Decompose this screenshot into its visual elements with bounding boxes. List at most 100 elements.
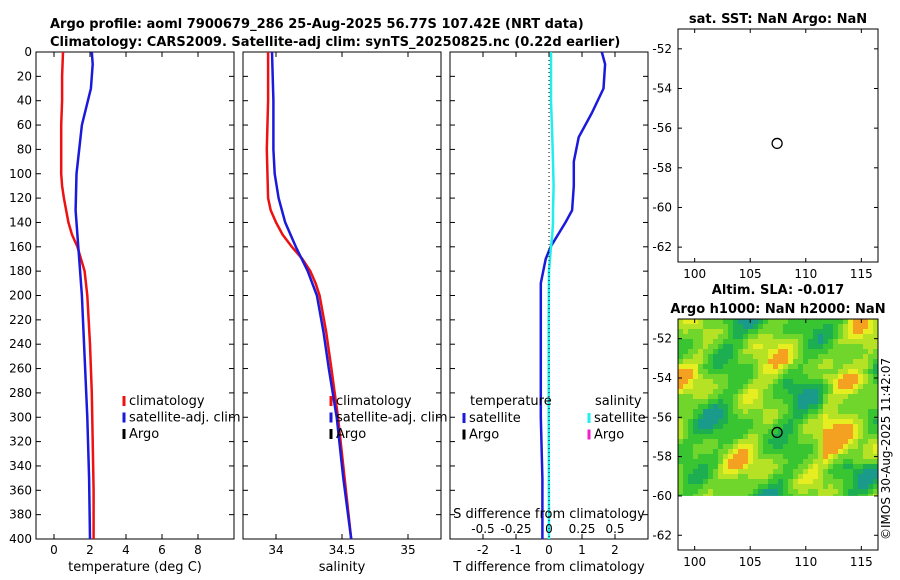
sla-heatmap-cell [728,459,733,464]
sla-heatmap-cell [803,349,808,354]
difference-legend-temperature-header: temperature [470,394,552,409]
sla-heatmap-cell [833,489,838,494]
sla-heatmap-cell [733,379,738,384]
sla-heatmap-cell [853,369,858,374]
sla-heatmap-cell [783,424,788,429]
sla-heatmap-cell [848,354,853,359]
sla-heatmap-cell [713,424,718,429]
sla-heatmap-cell [763,419,768,424]
sla-heatmap-cell [713,449,718,454]
sla-heatmap-cell [728,444,733,449]
sla-heatmap-cell [728,399,733,404]
sla-heatmap-cell [693,379,698,384]
sla-heatmap-cell [693,464,698,469]
sla-heatmap-cell [793,419,798,424]
sla-heatmap-cell [688,444,693,449]
sla-heatmap-cell [718,444,723,449]
sla-heatmap-cell [843,454,848,459]
sla-heatmap-cell [863,364,868,369]
sla-heatmap-cell [793,439,798,444]
sst_map-argo-marker [771,137,783,150]
sla-heatmap-cell [838,329,843,334]
salinity-xtick-label: 35 [400,543,415,557]
sla-heatmap-cell [818,334,823,339]
sla-heatmap-cell [838,359,843,364]
sla-heatmap-cell [768,439,773,444]
depth-tick-label: 280 [9,386,32,400]
sla-heatmap-cell [818,424,823,429]
sla-heatmap-cell [808,404,813,409]
sla-heatmap-cell [733,359,738,364]
sla-heatmap-cell [778,469,783,474]
sla-heatmap-cell [788,369,793,374]
sla-heatmap-cell [803,444,808,449]
sla-heatmap-cell [833,449,838,454]
sla-heatmap-cell [818,444,823,449]
sla-heatmap-cell [683,439,688,444]
sla-heatmap-cell [868,319,873,324]
sla-heatmap-cell [808,429,813,434]
sla-heatmap-cell [833,429,838,434]
sla-heatmap-cell [688,414,693,419]
sla-heatmap-cell [863,394,868,399]
sla-heatmap-cell [813,319,818,324]
sla-heatmap-cell [703,419,708,424]
sla-heatmap-cell [733,329,738,334]
sla-heatmap-cell [763,479,768,484]
sla-heatmap-cell [688,494,693,496]
sla-heatmap-cell [733,374,738,379]
sla-heatmap-cell [678,464,683,469]
sla-heatmap-cell [868,419,873,424]
sla-heatmap-cell [748,484,753,489]
sla-heatmap-cell [778,464,783,469]
sla-heatmap-cell [863,484,868,489]
sla-heatmap-cell [813,454,818,459]
sla-heatmap-cell [808,469,813,474]
sla-heatmap-cell [868,489,873,494]
sla-heatmap-cell [793,379,798,384]
sla-heatmap-cell [723,354,728,359]
sla-heatmap-cell [783,334,788,339]
sla-heatmap-cell [743,414,748,419]
sla-heatmap-cell [838,389,843,394]
sla-heatmap-cell [693,354,698,359]
sla-heatmap-cell [688,489,693,494]
sla-heatmap-cell [858,424,863,429]
sla-heatmap-cell [693,429,698,434]
sla-heatmap-cell [848,489,853,494]
sla-heatmap-cell [873,339,878,344]
sla-heatmap-cell [773,444,778,449]
sla-heatmap-cell [788,319,793,324]
sla-heatmap-cell [843,434,848,439]
depth-tick-label: 40 [17,94,32,108]
difference-xtick-label: -1 [510,543,522,557]
sla-heatmap-cell [733,404,738,409]
sla-heatmap-cell [863,359,868,364]
salinity-legend-0-label: climatology [336,394,412,409]
sla-heatmap-cell [743,379,748,384]
sla-heatmap-cell [858,494,863,496]
sla-heatmap-cell [783,364,788,369]
sla-heatmap-cell [873,374,878,379]
sla-heatmap-cell [868,424,873,429]
sla-heatmap-cell [853,364,858,369]
sla-heatmap-cell [828,349,833,354]
sla-heatmap-cell [868,389,873,394]
sla-heatmap-cell [713,359,718,364]
difference-legend-temp-satellite-label: satellite [469,411,521,426]
sla-heatmap-cell [743,339,748,344]
sla-heatmap-cell [853,474,858,479]
sla-heatmap-cell [798,394,803,399]
sla-heatmap-cell [773,424,778,429]
sla-heatmap-cell [768,349,773,354]
sst_map-ytick-label: -58 [652,161,672,175]
sla-heatmap-cell [768,424,773,429]
sla-heatmap-cell [703,484,708,489]
sla-heatmap-cell [813,469,818,474]
sla-heatmap-cell [748,429,753,434]
sla-heatmap-cell [858,399,863,404]
sla-heatmap-cell [843,439,848,444]
sla-heatmap-cell [808,454,813,459]
sla-heatmap-cell [753,429,758,434]
sla-heatmap-cell [853,389,858,394]
